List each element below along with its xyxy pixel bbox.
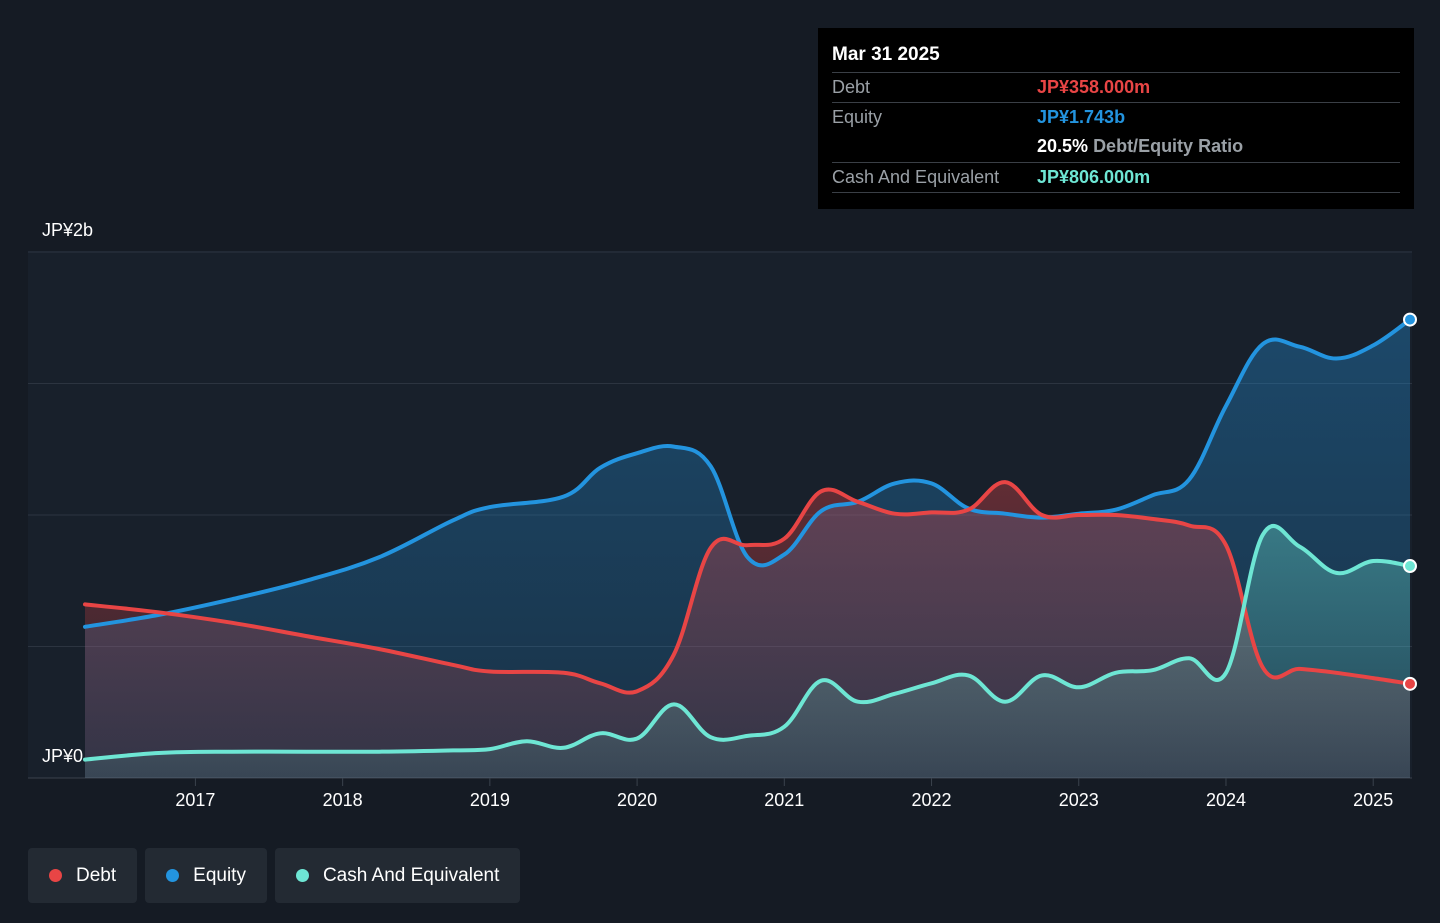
debt-line (83, 480, 1412, 695)
legend-debt-label: Debt (76, 864, 117, 886)
x-tick-label: 2019 (469, 790, 510, 810)
tooltip-cash-value: JP¥806.000m (1037, 167, 1151, 187)
x-tick-label: 2023 (1058, 790, 1099, 810)
tooltip-date: Mar 31 2025 (832, 44, 940, 65)
legend-equity-label: Equity (193, 864, 246, 886)
tooltip-row-ratio: 20.5% Debt/Equity Ratio (832, 132, 1400, 162)
legend-item-cash[interactable]: Cash And Equivalent (274, 848, 521, 903)
series-areas (85, 319, 1410, 778)
equity-line (83, 317, 1412, 629)
tooltip-ratio-value: 20.5% (1037, 136, 1089, 156)
x-tick-label: 2017 (175, 790, 216, 810)
tooltip-bottom-rule (832, 192, 1400, 193)
x-tick-label: 2025 (1353, 790, 1394, 810)
cash-line (83, 524, 1412, 762)
x-axis (194, 778, 1374, 786)
tooltip-row-cash: Cash And Equivalent JP¥806.000m (832, 162, 1400, 193)
tooltip-cash-label: Cash And Equivalent (832, 167, 1000, 187)
equity-end-marker (1403, 312, 1417, 327)
legend: Debt Equity Cash And Equivalent (28, 848, 521, 903)
tooltip-debt-label: Debt (832, 77, 871, 97)
tooltip-ratio: 20.5% Debt/Equity Ratio (1037, 136, 1243, 157)
equity-dot-icon (166, 869, 180, 882)
legend-item-equity[interactable]: Equity (145, 848, 267, 903)
end-markers (1403, 312, 1417, 691)
x-tick-label: 2022 (911, 790, 952, 810)
cash-end-marker (1403, 559, 1417, 574)
tooltip-row-equity: Equity JP¥1.743b (832, 102, 1400, 133)
y-axis-top-label: JP¥2b (42, 220, 94, 240)
tooltip-row-debt: Debt JP¥358.000m (832, 72, 1400, 103)
x-tick-label: 2020 (617, 790, 658, 810)
tooltip-debt-value: JP¥358.000m (1037, 77, 1151, 97)
x-tick-label: 2024 (1205, 790, 1246, 810)
cash-dot-icon (295, 869, 309, 882)
debt-dot-icon (49, 869, 62, 882)
tooltip: Mar 31 2025 Debt JP¥358.000m Equity JP¥1… (818, 28, 1414, 209)
tooltip-ratio-label: Debt/Equity Ratio (1093, 136, 1244, 156)
series-lines (83, 317, 1412, 762)
legend-cash-label: Cash And Equivalent (322, 864, 500, 886)
cash-area (85, 525, 1410, 778)
debt-end-marker (1403, 676, 1417, 691)
legend-item-debt[interactable]: Debt (28, 848, 138, 903)
tooltip-equity-value: JP¥1.743b (1037, 107, 1126, 127)
y-axis-bottom-label: JP¥0 (42, 746, 84, 766)
x-tick-label: 2018 (322, 790, 363, 810)
tooltip-equity-label: Equity (832, 107, 883, 127)
x-tick-label: 2021 (764, 790, 805, 810)
